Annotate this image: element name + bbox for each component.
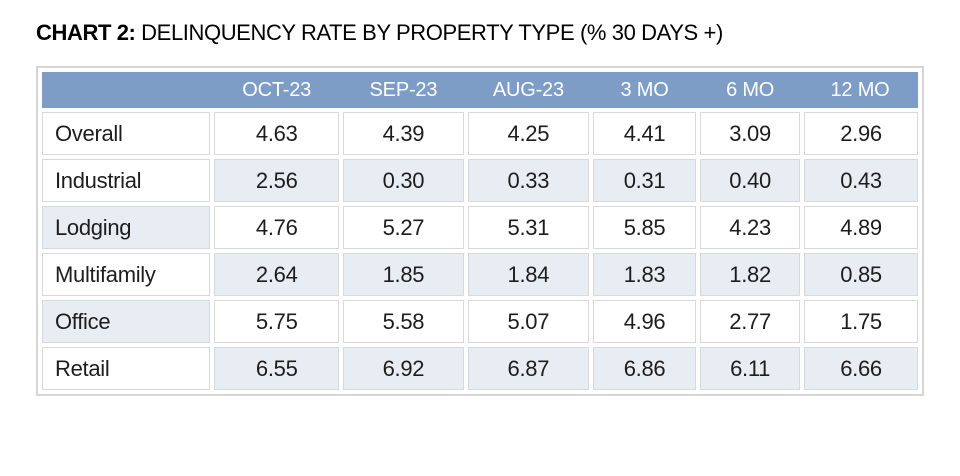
table-cell: 4.41 <box>588 108 701 159</box>
column-header-12mo: 12 MO <box>802 68 922 112</box>
column-header-oct-23: OCT-23 <box>212 68 341 112</box>
table-cell: 2.64 <box>210 249 343 300</box>
column-header-sep-23: SEP-23 <box>340 68 466 112</box>
delinquency-rate-table: OCT-23 SEP-23 AUG-23 3 MO 6 MO 12 MO Ove… <box>37 68 922 394</box>
row-label: Retail <box>37 343 215 394</box>
table-cell: 5.58 <box>338 296 468 347</box>
row-label: Overall <box>37 108 215 159</box>
table-cell: 0.40 <box>696 155 805 206</box>
table-row: Industrial 2.56 0.30 0.33 0.31 0.40 0.43 <box>37 155 922 206</box>
table-cell: 0.85 <box>800 249 922 300</box>
table-cell: 6.87 <box>463 343 593 394</box>
row-label: Industrial <box>37 155 215 206</box>
table-cell: 2.56 <box>210 155 343 206</box>
row-label: Lodging <box>37 202 215 253</box>
page: CHART 2: DELINQUENCY RATE BY PROPERTY TY… <box>36 20 960 396</box>
chart-title-prefix: CHART 2: <box>36 20 136 45</box>
table-cell: 1.85 <box>338 249 468 300</box>
table-cell: 5.07 <box>463 296 593 347</box>
table-cell: 6.11 <box>696 343 805 394</box>
table-cell: 0.31 <box>588 155 701 206</box>
table-row: Overall 4.63 4.39 4.25 4.41 3.09 2.96 <box>37 108 922 159</box>
table-cell: 4.39 <box>338 108 468 159</box>
table-cell: 4.89 <box>800 202 922 253</box>
table-cell: 6.66 <box>800 343 922 394</box>
table-row: Multifamily 2.64 1.85 1.84 1.83 1.82 0.85 <box>37 249 922 300</box>
table-row: Office 5.75 5.58 5.07 4.96 2.77 1.75 <box>37 296 922 347</box>
table-cell: 5.85 <box>588 202 701 253</box>
column-header-6mo: 6 MO <box>698 68 803 112</box>
row-label: Multifamily <box>37 249 215 300</box>
table-cell: 4.25 <box>463 108 593 159</box>
page-title: CHART 2: DELINQUENCY RATE BY PROPERTY TY… <box>36 20 960 46</box>
table-row: Lodging 4.76 5.27 5.31 5.85 4.23 4.89 <box>37 202 922 253</box>
table-cell: 4.63 <box>210 108 343 159</box>
table-cell: 2.96 <box>800 108 922 159</box>
column-header-empty <box>37 68 213 112</box>
table-cell: 4.76 <box>210 202 343 253</box>
row-label: Office <box>37 296 215 347</box>
table-header-row: OCT-23 SEP-23 AUG-23 3 MO 6 MO 12 MO <box>37 68 922 112</box>
column-header-aug-23: AUG-23 <box>465 68 591 112</box>
table-cell: 4.23 <box>696 202 805 253</box>
table-cell: 4.96 <box>588 296 701 347</box>
table-cell: 0.30 <box>338 155 468 206</box>
delinquency-table-frame: OCT-23 SEP-23 AUG-23 3 MO 6 MO 12 MO Ove… <box>36 66 924 396</box>
table-row: Retail 6.55 6.92 6.87 6.86 6.11 6.66 <box>37 343 922 394</box>
table-cell: 2.77 <box>696 296 805 347</box>
table-cell: 3.09 <box>696 108 805 159</box>
table-cell: 6.92 <box>338 343 468 394</box>
chart-title-text: DELINQUENCY RATE BY PROPERTY TYPE (% 30 … <box>135 20 723 45</box>
table-cell: 0.43 <box>800 155 922 206</box>
table-cell: 1.84 <box>463 249 593 300</box>
table-cell: 1.82 <box>696 249 805 300</box>
table-cell: 5.75 <box>210 296 343 347</box>
table-cell: 6.86 <box>588 343 701 394</box>
table-cell: 1.75 <box>800 296 922 347</box>
table-cell: 1.83 <box>588 249 701 300</box>
table-cell: 6.55 <box>210 343 343 394</box>
column-header-3mo: 3 MO <box>590 68 699 112</box>
table-cell: 5.31 <box>463 202 593 253</box>
table-cell: 5.27 <box>338 202 468 253</box>
table-cell: 0.33 <box>463 155 593 206</box>
